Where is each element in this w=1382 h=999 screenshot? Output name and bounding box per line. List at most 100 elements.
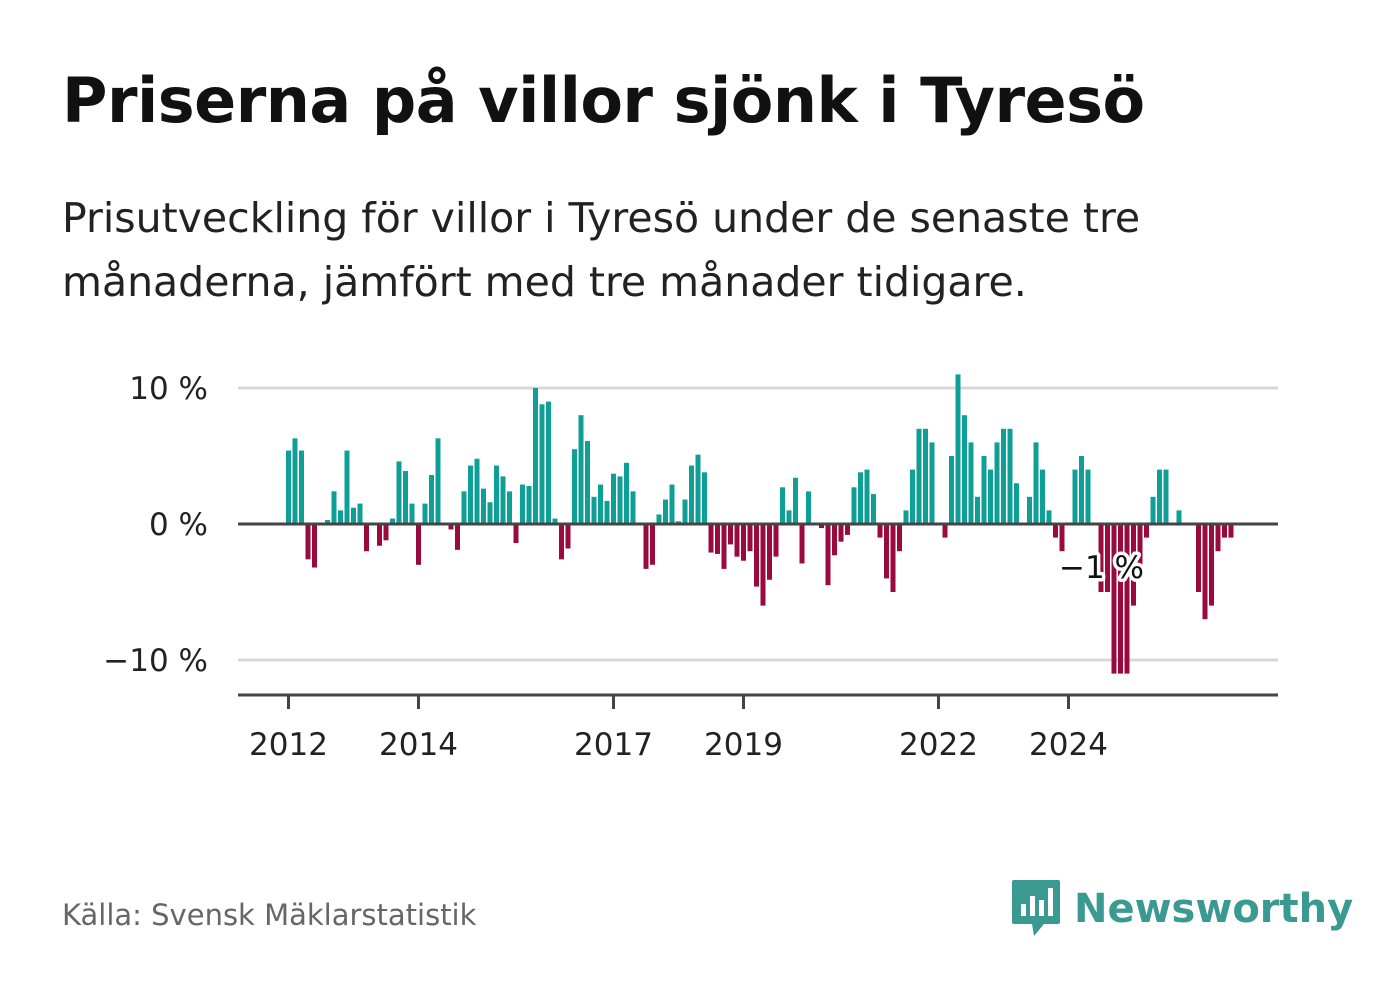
- bar: [1111, 524, 1117, 674]
- bar: [838, 524, 844, 542]
- bar: [689, 465, 694, 524]
- bar: [513, 524, 519, 544]
- bar: [786, 510, 792, 524]
- bar: [1007, 428, 1013, 524]
- y-tick-label: −10 %: [103, 643, 208, 679]
- bar: [767, 524, 772, 580]
- bar: [845, 524, 850, 535]
- chart-title: Priserna på villor sjönk i Tyresö: [62, 64, 1145, 137]
- bar: [754, 524, 759, 587]
- x-axis-labels: 2012 2014 2017 2019 2022 2024: [249, 727, 1108, 763]
- bar: [1196, 524, 1201, 592]
- bar-chart-icon: [1012, 880, 1060, 936]
- bar: [617, 476, 623, 524]
- bar: [806, 491, 811, 524]
- bar: [1027, 496, 1032, 524]
- brand-name: Newsworthy: [1074, 886, 1354, 932]
- bar: [286, 450, 291, 524]
- bar: [663, 499, 668, 524]
- bar: [390, 518, 395, 524]
- bar: [409, 503, 415, 524]
- bar: [890, 524, 896, 592]
- bar: [715, 524, 720, 554]
- x-tick-label: 2024: [1029, 727, 1108, 763]
- bar: [975, 496, 980, 524]
- bar: [520, 484, 525, 524]
- bar: [981, 456, 987, 524]
- x-tick-label: 2017: [574, 727, 653, 763]
- bar: [299, 450, 304, 524]
- bar: [416, 524, 421, 565]
- bar: [923, 428, 928, 524]
- bar: [1059, 524, 1065, 552]
- bar: [468, 465, 473, 524]
- bar: [682, 499, 688, 524]
- bar: [552, 518, 558, 524]
- bar: [422, 503, 428, 524]
- y-axis-labels: 10 % 0 % −10 %: [103, 371, 208, 679]
- bar: [780, 487, 785, 524]
- bar: [721, 524, 727, 569]
- x-tick-label: 2012: [249, 727, 328, 763]
- grid-lines: [238, 386, 1278, 662]
- bar: [1163, 469, 1169, 524]
- bar: [383, 524, 389, 541]
- bar: [916, 428, 922, 524]
- bar: [481, 488, 486, 524]
- bar: [429, 475, 434, 524]
- bar: [942, 524, 948, 538]
- bar: [1209, 524, 1214, 606]
- y-tick-label: 0 %: [149, 507, 208, 543]
- bar: [760, 524, 766, 606]
- bar: [1046, 510, 1052, 524]
- bar: [994, 442, 1000, 524]
- bar: [630, 491, 636, 524]
- bar: [708, 524, 714, 553]
- bar: [1157, 469, 1162, 524]
- bar: [325, 519, 330, 524]
- bar: [955, 374, 961, 524]
- latest-value-label: −1 %: [1059, 550, 1144, 586]
- bar: [403, 470, 408, 524]
- bar: [1131, 524, 1136, 606]
- bar: [897, 524, 902, 552]
- bar: [500, 476, 506, 524]
- bar: [1118, 524, 1123, 674]
- bar: [877, 524, 883, 538]
- bar: [741, 524, 746, 561]
- bar: [656, 514, 662, 524]
- bar: [578, 415, 584, 524]
- bar: [1072, 469, 1078, 524]
- bar: [1085, 469, 1091, 524]
- bar: [1150, 496, 1156, 524]
- bar: [1228, 524, 1234, 538]
- bar: [474, 458, 480, 524]
- bar: [910, 469, 915, 524]
- bar: [526, 485, 532, 524]
- bar: [598, 484, 603, 524]
- bar: [591, 496, 597, 524]
- bar: [546, 401, 551, 524]
- bar: [819, 524, 824, 529]
- bar: [773, 524, 779, 557]
- bar: [1079, 456, 1084, 524]
- x-tick-label: 2022: [899, 727, 978, 763]
- bar: [435, 438, 441, 524]
- bar: [884, 524, 889, 579]
- bar: [799, 524, 805, 564]
- bar: [728, 524, 733, 545]
- bar: [344, 450, 350, 524]
- x-tick-label: 2014: [379, 727, 458, 763]
- bar: [825, 524, 831, 586]
- bars: [286, 374, 1234, 674]
- bar: [364, 524, 369, 552]
- bar: [962, 415, 967, 524]
- x-tick-label: 2019: [704, 727, 783, 763]
- bar: [793, 477, 798, 524]
- bar: [695, 454, 701, 524]
- bar: [1215, 524, 1221, 552]
- bar: [494, 465, 499, 524]
- source-note: Källa: Svensk Mäklarstatistik: [62, 898, 477, 932]
- bar: [565, 524, 571, 549]
- bar: [572, 449, 577, 524]
